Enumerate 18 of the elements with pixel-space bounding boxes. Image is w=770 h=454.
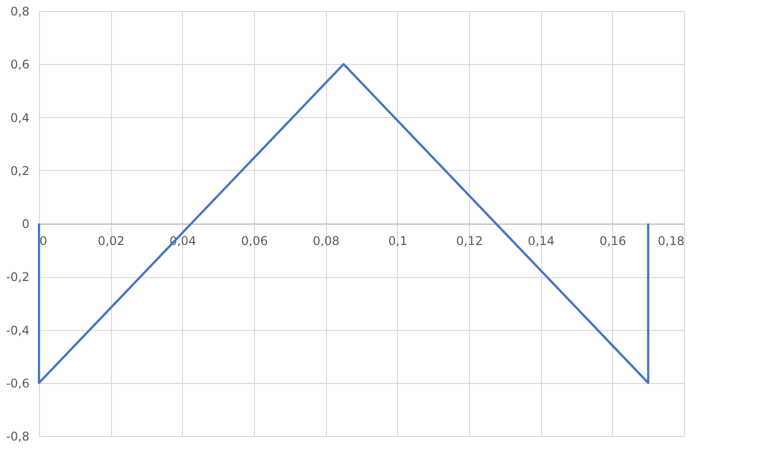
x-tick-label: 0,12 — [456, 234, 483, 248]
x-tick-label: 0,18 — [658, 234, 684, 248]
y-tick-label: -0,8 — [6, 430, 30, 444]
y-tick-label: 0,8 — [10, 4, 30, 18]
y-tick-label: 0,6 — [10, 58, 30, 72]
y-tick-label: -0,6 — [6, 376, 30, 390]
x-tick-label: 0,02 — [98, 234, 125, 248]
y-tick-label: 0,4 — [10, 110, 30, 125]
y-tick-label: -0,4 — [6, 323, 30, 338]
y-tick-label: -0,2 — [6, 270, 30, 284]
x-tick-label: 0 — [40, 234, 48, 248]
y-tick-label: 0,2 — [10, 164, 30, 178]
x-tick-label: 0,16 — [599, 234, 626, 248]
x-tick-label: 0,1 — [388, 234, 408, 248]
x-tick-label: 0,06 — [241, 234, 268, 248]
y-tick-label: 0 — [22, 217, 30, 231]
x-tick-label: 0,08 — [312, 234, 340, 248]
x-tick-label: 0,14 — [528, 234, 555, 248]
